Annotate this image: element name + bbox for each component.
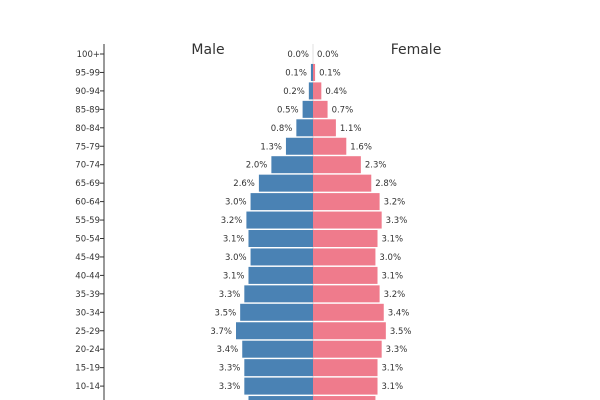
female-bar [313,230,378,247]
female-bar [313,377,378,395]
male-bar [236,322,313,340]
female-bar [313,248,376,266]
male-value-label: 0.1% [285,68,307,78]
y-tick-label: 75-79 [75,142,100,152]
y-tick-label: 95-99 [75,68,100,78]
female-value-label: 3.1% [382,382,404,392]
male-value-label: 3.5% [215,308,237,318]
male-value-label: 0.2% [283,87,305,97]
y-tick-label: 100+ [77,50,100,60]
male-value-label: 2.0% [246,161,268,171]
male-value-label: 3.0% [225,253,247,263]
male-bar [302,100,313,118]
female-value-label: 3.5% [390,327,412,337]
male-bar [310,63,313,81]
male-value-label: 3.2% [221,216,243,226]
male-value-label: 0.0% [287,50,309,60]
male-bar [308,82,313,100]
female-bar [313,100,328,118]
female-value-label: 3.2% [384,198,406,208]
female-bar [313,359,378,377]
female-bar [313,285,380,303]
male-bar [250,193,313,211]
male-bar [248,396,313,400]
male-bar [248,230,313,247]
female-value-label: 3.1% [382,364,404,374]
male-bar [242,340,313,358]
female-value-label: 2.3% [365,161,387,171]
female-bar [313,396,376,400]
female-bar [313,193,380,211]
y-tick-label: 50-54 [75,235,100,245]
female-value-label: 3.2% [384,290,406,300]
male-value-label: 3.3% [219,290,241,300]
female-value-label: 0.7% [332,105,354,115]
female-value-label: 2.8% [375,179,397,189]
female-bar [313,174,372,192]
female-series-title: Female [391,42,442,58]
y-tick-label: 40-44 [75,271,100,281]
female-bar [313,82,322,100]
y-tick-label: 85-89 [75,105,100,115]
male-bar [244,377,313,395]
female-bar [313,266,378,284]
y-tick-label: 35-39 [75,290,100,300]
male-value-label: 3.1% [223,235,245,245]
male-value-label: 3.7% [210,327,232,337]
female-value-label: 3.3% [386,345,408,355]
y-tick-label: 55-59 [75,216,100,226]
y-tick-label: 60-64 [75,198,100,208]
male-bar [246,211,313,229]
female-bar [313,303,384,321]
male-value-label: 3.3% [219,364,241,374]
female-value-label: 0.4% [325,87,347,97]
y-tick-label: 30-34 [75,308,100,318]
male-bar [258,174,313,192]
y-tick-label: 90-94 [75,87,100,97]
y-tick-label: 70-74 [75,161,100,171]
female-value-label: 3.4% [388,308,410,318]
female-bar [313,322,386,340]
male-value-label: 3.0% [225,198,247,208]
male-bar [271,156,313,174]
female-value-label: 3.1% [382,271,404,281]
y-tick-label: 25-29 [75,327,100,337]
female-value-label: 3.3% [386,216,408,226]
female-value-label: 0.1% [319,68,341,78]
male-bar [240,303,313,321]
female-value-label: 3.0% [379,253,401,263]
female-value-label: 1.1% [340,124,362,134]
female-bar [313,119,336,137]
y-tick-label: 80-84 [75,124,100,134]
female-bar [313,137,347,155]
male-value-label: 3.1% [223,271,245,281]
female-bar [313,340,382,358]
y-tick-label: 15-19 [75,364,100,374]
male-bar [250,248,313,266]
male-value-label: 3.3% [219,382,241,392]
y-tick-label: 65-69 [75,179,100,189]
male-series-title: Male [191,42,224,58]
female-value-label: 3.1% [382,235,404,245]
male-value-label: 0.8% [271,124,293,134]
male-value-label: 2.6% [233,179,255,189]
y-tick-label: 10-14 [75,382,100,392]
y-tick-label: 45-49 [75,253,100,263]
male-bar [244,285,313,303]
female-value-label: 0.0% [317,50,339,60]
y-tick-label: 20-24 [75,345,100,355]
female-value-label: 1.6% [350,142,372,152]
female-bar [313,63,316,81]
female-bar [313,211,382,229]
male-bar [244,359,313,377]
male-value-label: 3.4% [217,345,239,355]
male-bar [296,119,313,137]
male-value-label: 0.5% [277,105,299,115]
female-bar [313,156,361,174]
male-bar [285,137,313,155]
male-value-label: 1.3% [260,142,282,152]
male-bar [248,266,313,284]
